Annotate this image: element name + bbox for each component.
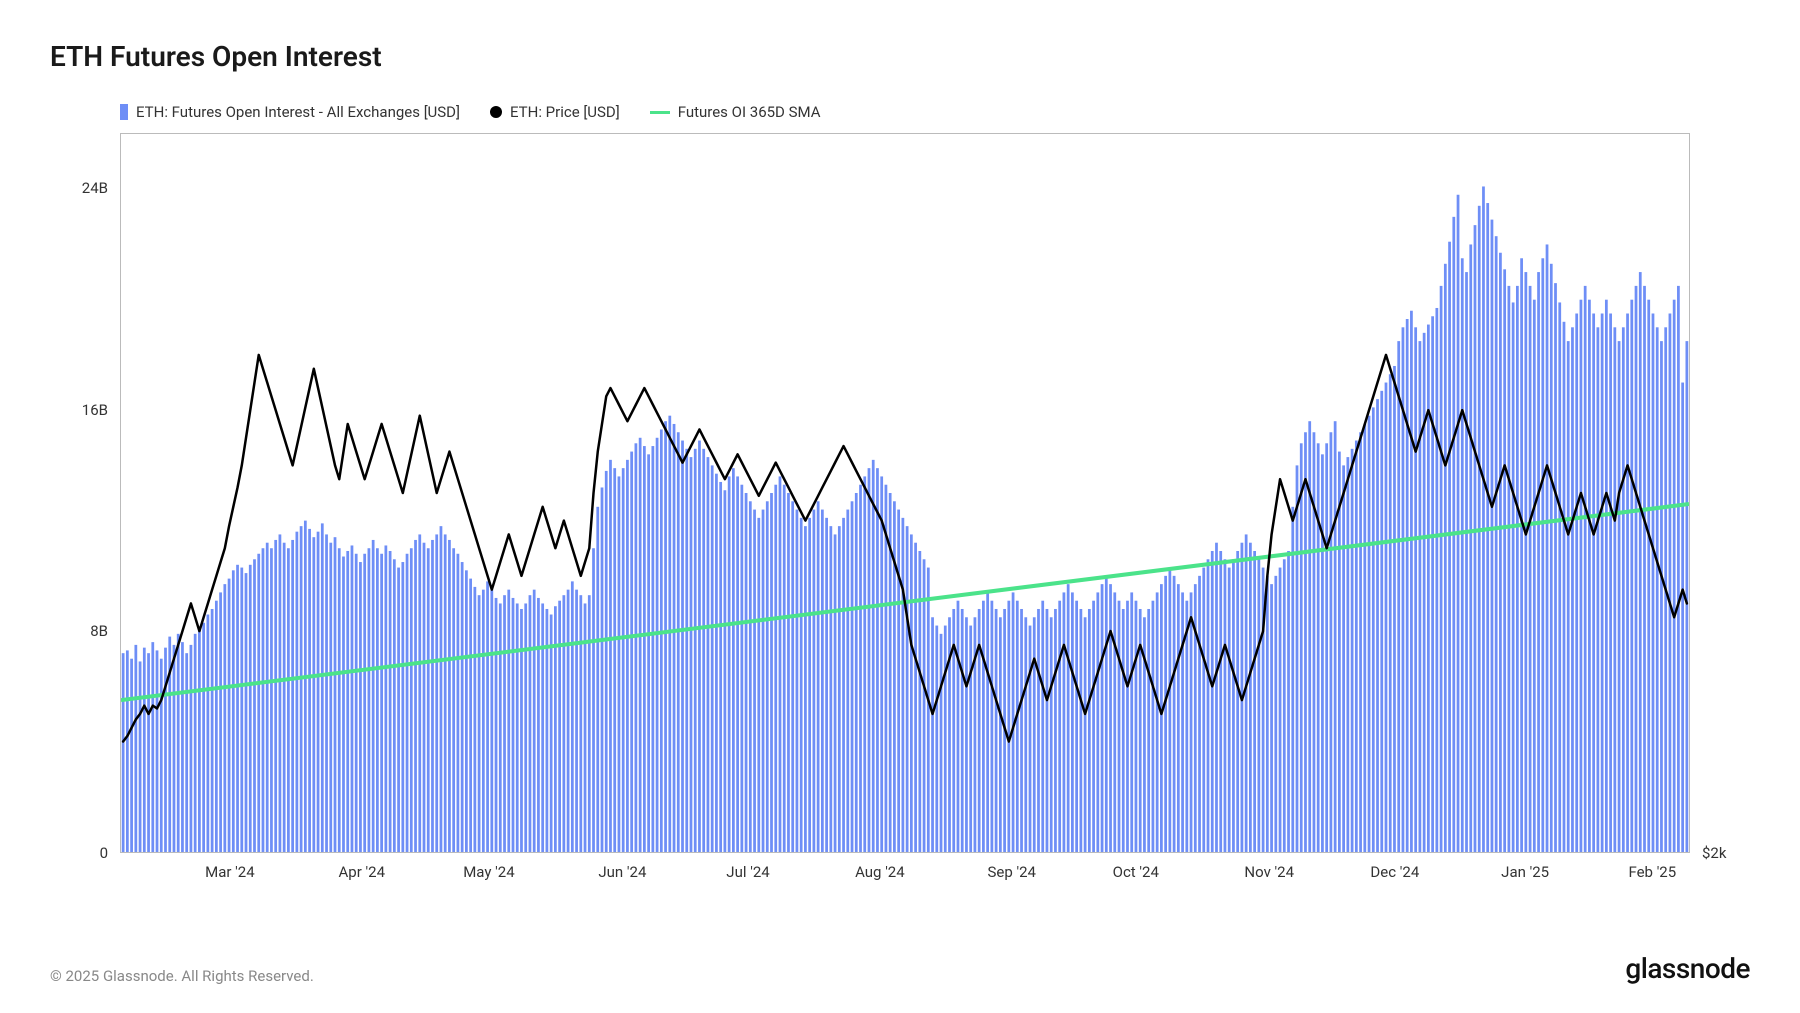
y-tick: 0 — [100, 844, 108, 862]
x-tick: Mar '24 — [205, 863, 255, 881]
x-tick: Sep '24 — [988, 863, 1037, 881]
x-tick: Jun '24 — [598, 863, 646, 881]
legend-item-price: ETH: Price [USD] — [490, 103, 620, 121]
chart-title: ETH Futures Open Interest — [50, 40, 1750, 73]
copyright-text: © 2025 Glassnode. All Rights Reserved. — [50, 967, 314, 985]
plot-area — [120, 133, 1690, 853]
y2-tick: $2k — [1702, 844, 1726, 862]
dot-swatch — [490, 106, 502, 118]
price-layer — [121, 134, 1689, 852]
x-tick: Aug '24 — [855, 863, 905, 881]
x-tick: Jan '25 — [1501, 863, 1549, 881]
legend: ETH: Futures Open Interest - All Exchang… — [120, 103, 1750, 121]
x-tick: Feb '25 — [1628, 863, 1676, 881]
x-tick: Oct '24 — [1113, 863, 1159, 881]
x-tick: Nov '24 — [1244, 863, 1294, 881]
y-axis-right: $2k — [1690, 133, 1750, 853]
x-tick: Jul '24 — [726, 863, 769, 881]
chart-area: 08B16B24B $2k — [50, 133, 1750, 853]
y-axis-left: 08B16B24B — [50, 133, 120, 853]
legend-label-bars: ETH: Futures Open Interest - All Exchang… — [136, 103, 460, 121]
y-tick: 24B — [82, 179, 108, 197]
legend-item-sma: Futures OI 365D SMA — [650, 103, 821, 121]
x-tick: Dec '24 — [1370, 863, 1419, 881]
x-tick: Apr '24 — [339, 863, 386, 881]
y-tick: 8B — [90, 622, 108, 640]
brand-logo: glassnode — [1625, 952, 1750, 985]
legend-label-sma: Futures OI 365D SMA — [678, 103, 821, 121]
y-tick: 16B — [82, 401, 108, 419]
line-swatch — [650, 111, 670, 114]
bar-swatch — [120, 104, 128, 120]
legend-label-price: ETH: Price [USD] — [510, 103, 620, 121]
legend-item-bars: ETH: Futures Open Interest - All Exchang… — [120, 103, 460, 121]
x-tick: May '24 — [463, 863, 514, 881]
footer: © 2025 Glassnode. All Rights Reserved. g… — [50, 952, 1750, 985]
x-axis: Mar '24 Apr '24 May '24 Jun '24 Jul '24 Aug '… — [120, 853, 1690, 893]
